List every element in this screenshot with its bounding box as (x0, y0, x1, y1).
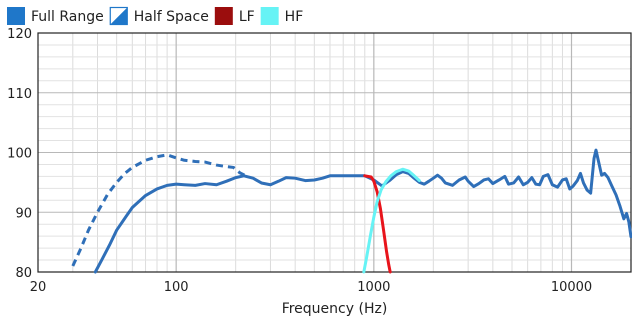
y-tick-label: 80 (15, 266, 32, 281)
series-layer (71, 148, 632, 274)
legend-label: Full Range (31, 9, 104, 25)
legend-label: LF (239, 9, 255, 25)
legend-swatch (7, 7, 25, 25)
y-axis-ticks: 80 90 100 110 120 (7, 27, 32, 281)
legend-item: Half Space (109, 6, 209, 26)
plot-frame (37, 32, 632, 273)
y-tick-label: 120 (7, 27, 32, 42)
legend-swatch (214, 7, 233, 25)
series-line-lf (363, 174, 392, 274)
x-tick-label: 100 (164, 280, 189, 295)
legend-item: HF (260, 7, 304, 25)
x-tick-label: 10000 (551, 280, 592, 295)
legend-item: Full Range (7, 7, 104, 25)
legend: Full Range Half Space LF HF (7, 6, 304, 26)
legend-label: Half Space (134, 9, 209, 25)
series-line-hf (362, 167, 421, 274)
x-tick-label: 1000 (357, 280, 390, 295)
series-line-half-space (71, 153, 247, 267)
legend-label: HF (285, 9, 304, 25)
x-axis-title: Frequency (Hz) (282, 301, 388, 317)
x-tick-label: 20 (30, 280, 47, 295)
legend-swatch-fill (110, 7, 128, 25)
legend-item: LF (214, 7, 255, 25)
y-tick-label: 100 (7, 147, 32, 162)
legend-swatch (260, 7, 279, 25)
y-tick-label: 110 (7, 87, 32, 102)
x-axis-ticks: 20 100 1000 10000 (30, 280, 592, 295)
series-line-full-range (93, 148, 632, 274)
y-tick-label: 90 (15, 206, 32, 221)
